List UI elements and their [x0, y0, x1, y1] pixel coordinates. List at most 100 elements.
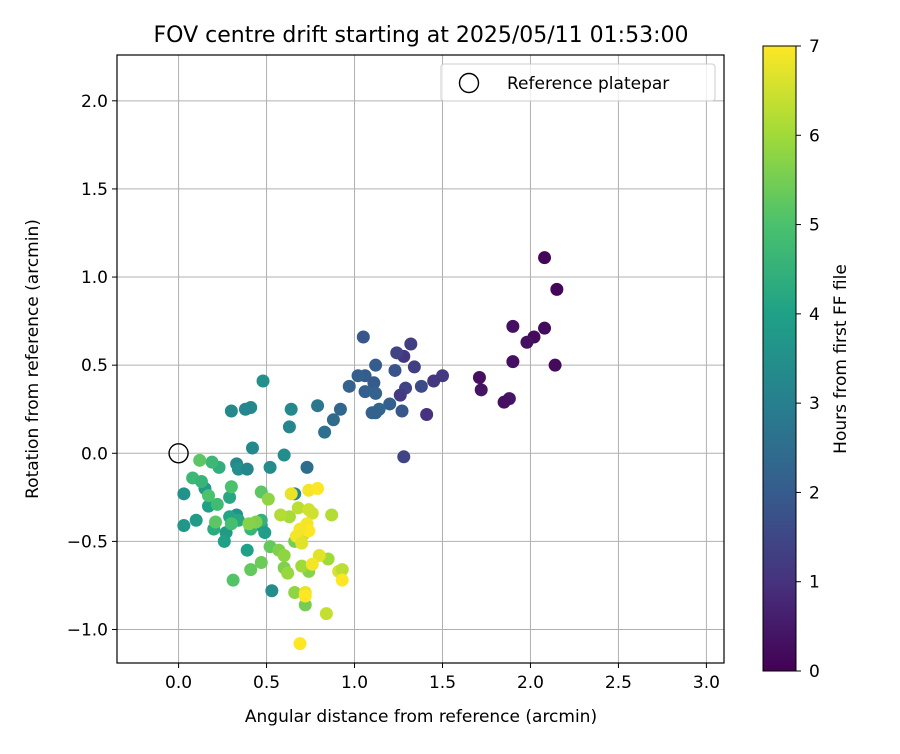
data-point [210, 497, 224, 511]
data-point [395, 404, 409, 418]
data-point [193, 453, 207, 467]
data-point [311, 482, 325, 496]
data-point [224, 517, 238, 531]
data-point [383, 397, 397, 411]
data-point [369, 406, 383, 420]
data-point [226, 573, 240, 587]
data-point [177, 487, 191, 501]
data-point [177, 519, 191, 533]
data-point [261, 492, 275, 506]
data-point [333, 402, 347, 416]
plot-frame [116, 54, 725, 664]
x-tick-label: 0.5 [253, 673, 280, 693]
data-point [472, 371, 486, 385]
data-point [224, 404, 238, 418]
colorbar-tick-label: 5 [809, 216, 820, 236]
data-point [291, 501, 305, 515]
colorbar-tick-label: 2 [809, 483, 820, 503]
data-point [393, 388, 407, 402]
data-point [356, 330, 370, 344]
colorbar-ticks: 0 1 2 3 4 5 6 7 [796, 37, 820, 682]
data-point [420, 408, 434, 422]
data-point [284, 487, 298, 501]
data-point [326, 413, 340, 427]
data-point [288, 586, 302, 600]
grid-lines [117, 55, 724, 663]
data-point [342, 379, 356, 393]
data-point [281, 566, 295, 580]
x-axis-ticks: 0.0 0.5 1.0 1.5 2.0 2.5 3.0 [165, 663, 720, 693]
data-point [367, 376, 381, 390]
colorbar-gradient [762, 45, 797, 672]
data-point [209, 515, 223, 529]
data-point [295, 559, 309, 573]
data-point [298, 589, 312, 603]
data-point [242, 517, 256, 531]
legend-label: Reference platepar [507, 74, 669, 94]
data-point [293, 637, 307, 651]
data-point [240, 543, 254, 557]
data-point [295, 536, 309, 550]
reference-point-marker [168, 443, 189, 464]
y-tick-label: 1.0 [81, 268, 108, 288]
data-point [282, 420, 296, 434]
reference-marker [168, 443, 189, 464]
data-point [238, 402, 252, 416]
data-point [388, 363, 402, 377]
x-tick-label: 3.0 [693, 673, 720, 693]
data-point [305, 506, 319, 520]
data-point [497, 395, 511, 409]
data-point [223, 490, 237, 504]
data-point [217, 534, 231, 548]
data-point [201, 489, 215, 503]
data-point [474, 383, 488, 397]
data-point [277, 548, 291, 562]
y-tick-label: 1.5 [81, 180, 108, 200]
chart-title: FOV centre drift starting at 2025/05/11 … [154, 23, 689, 48]
data-point [305, 557, 319, 571]
x-tick-label: 1.0 [341, 673, 368, 693]
colorbar-tick-label: 3 [809, 394, 820, 414]
data-point [550, 282, 564, 296]
data-point [520, 335, 534, 349]
data-point [258, 526, 272, 540]
data-point [293, 522, 307, 536]
y-tick-label: −1.0 [67, 621, 108, 641]
data-point [245, 441, 259, 455]
data-point [369, 386, 383, 400]
data-point [194, 474, 208, 488]
colorbar-tick-label: 1 [809, 573, 820, 593]
data-point [506, 355, 520, 369]
data-point [318, 425, 332, 439]
data-point [205, 455, 219, 469]
legend: Reference platepar [440, 63, 716, 102]
data-point [284, 402, 298, 416]
x-tick-label: 2.5 [605, 673, 632, 693]
y-tick-label: 0.5 [81, 356, 108, 376]
data-point [538, 251, 552, 265]
data-point [254, 556, 268, 570]
y-tick-label: 0.0 [81, 444, 108, 464]
data-point [390, 346, 404, 360]
data-point [240, 462, 254, 476]
data-point [358, 385, 372, 399]
data-point [335, 563, 349, 577]
data-point [256, 374, 270, 388]
x-tick-label: 2.0 [517, 673, 544, 693]
x-tick-label: 0.0 [165, 673, 192, 693]
colorbar: 0 1 2 3 4 5 6 7 Hours from first FF file [762, 37, 851, 682]
y-tick-label: 2.0 [81, 92, 108, 112]
data-point [277, 448, 291, 462]
data-point [311, 399, 325, 413]
legend-box [440, 63, 716, 102]
data-point [427, 374, 441, 388]
data-point [319, 607, 333, 621]
colorbar-tick-label: 0 [809, 662, 820, 682]
data-point [506, 319, 520, 333]
data-point [244, 563, 258, 577]
data-point [224, 480, 238, 494]
data-point [538, 321, 552, 335]
data-point [300, 460, 314, 474]
